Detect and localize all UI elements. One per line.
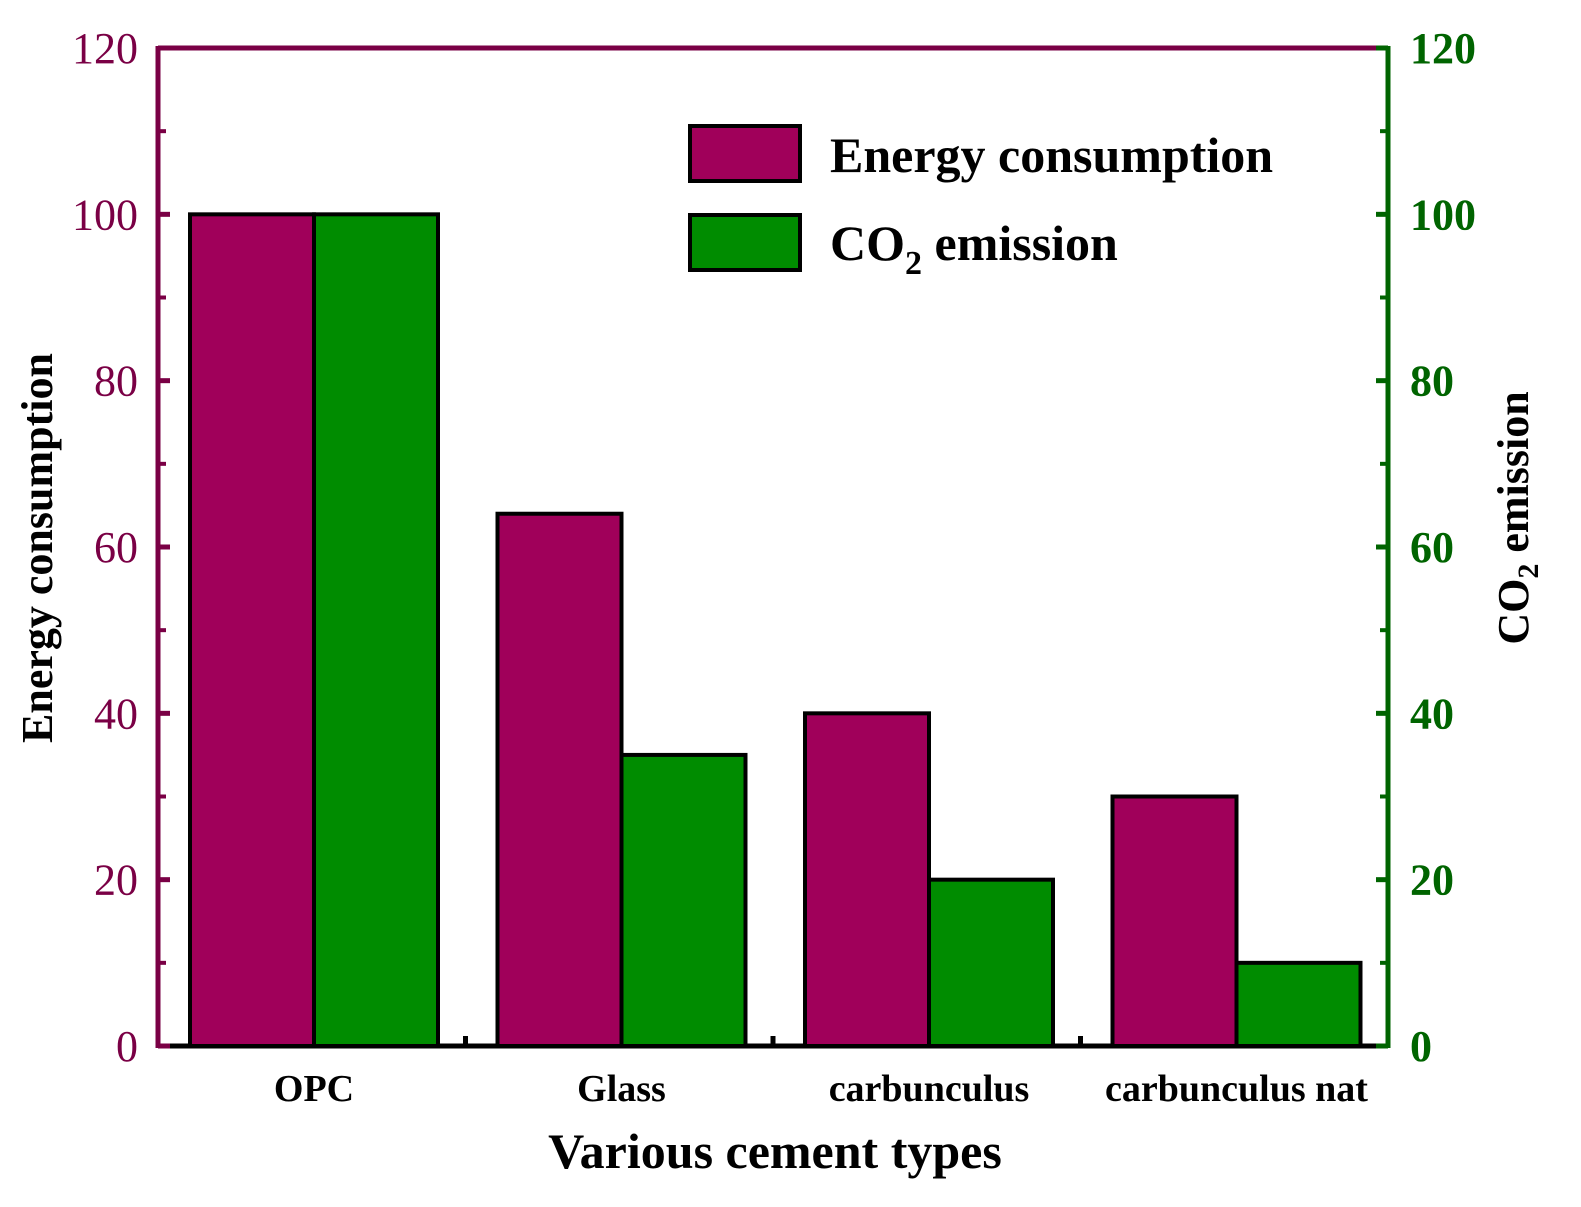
bar-co2-glass	[619, 752, 748, 1049]
left-tick-label: 40	[94, 689, 138, 738]
right-tick-label: 120	[1410, 24, 1476, 73]
legend-label-co2-main: CO	[830, 215, 905, 271]
left-tick-label: 20	[94, 856, 138, 905]
left-tick-label: 80	[94, 357, 138, 406]
left-tick-label: 120	[72, 24, 138, 73]
right-axis: 0 20 40 60 80 100 120	[1376, 24, 1476, 1071]
right-axis-title-rest: emission	[1489, 391, 1538, 563]
left-tick-label: 100	[72, 190, 138, 239]
right-axis-title-main: CO	[1489, 579, 1538, 645]
bar-co2-carbunculus	[927, 877, 1055, 1049]
x-axis: OPC Glass carbunculus carbunculus nat	[274, 1036, 1368, 1110]
right-tick-label: 100	[1410, 190, 1476, 239]
bar-co2-carbunculus-nat	[1234, 960, 1363, 1048]
x-axis-title: Various cement types	[548, 1123, 1002, 1179]
bars	[188, 212, 1363, 1049]
left-axis: 0 20 40 60 80 100 120	[72, 24, 170, 1071]
legend: Energy consumption CO2 emission	[688, 124, 1273, 282]
category-label: Glass	[577, 1068, 666, 1110]
bar-co2-opc	[312, 212, 440, 1049]
right-tick-label: 0	[1410, 1022, 1432, 1071]
left-axis-title: Energy consumption	[13, 353, 62, 743]
legend-label-co2: CO2 emission	[830, 215, 1118, 282]
right-tick-label: 20	[1410, 856, 1454, 905]
category-label: OPC	[274, 1068, 354, 1110]
right-tick-label: 80	[1410, 357, 1454, 406]
left-tick-label: 60	[94, 523, 138, 572]
category-label: carbunculus	[829, 1068, 1030, 1110]
legend-label-energy: Energy consumption	[830, 127, 1273, 183]
bar-energy-opc	[188, 212, 316, 1049]
left-tick-label: 0	[116, 1022, 138, 1071]
right-tick-label: 40	[1410, 689, 1454, 738]
right-axis-title: CO2 emission	[1489, 391, 1545, 644]
bar-energy-carbunculus-nat	[1110, 794, 1239, 1048]
legend-label-co2-rest: emission	[922, 215, 1118, 271]
legend-label-co2-sub: 2	[905, 245, 922, 282]
legend-swatch-energy	[688, 124, 802, 183]
bar-energy-carbunculus	[803, 711, 931, 1048]
right-tick-label: 60	[1410, 523, 1454, 572]
legend-swatch-co2	[688, 213, 802, 272]
category-label: carbunculus nat	[1105, 1068, 1368, 1110]
bar-energy-glass	[495, 511, 624, 1048]
right-axis-title-sub: 2	[1512, 564, 1545, 579]
